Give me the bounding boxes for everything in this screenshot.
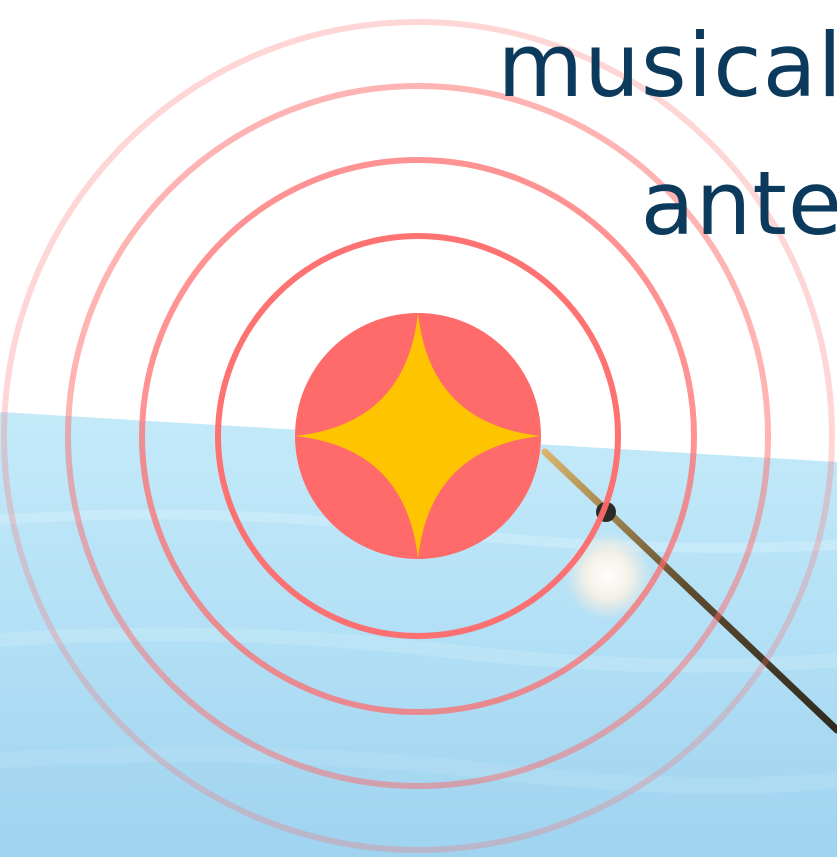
pulse-ring-1	[215, 233, 621, 639]
pulse-rings-icon	[1, 19, 835, 853]
sparkle-star-icon	[295, 313, 541, 559]
light-glow	[564, 532, 652, 620]
pulse-ring-4	[1, 19, 835, 853]
sparkle-badge	[295, 313, 541, 559]
water-texture-3	[0, 746, 837, 794]
headline-line-2: ante	[640, 152, 837, 255]
pulse-ring-3	[65, 83, 771, 789]
pulse-ring-2	[139, 157, 697, 715]
antenna-rod	[541, 448, 837, 734]
headline-line-1: musical	[497, 14, 837, 117]
